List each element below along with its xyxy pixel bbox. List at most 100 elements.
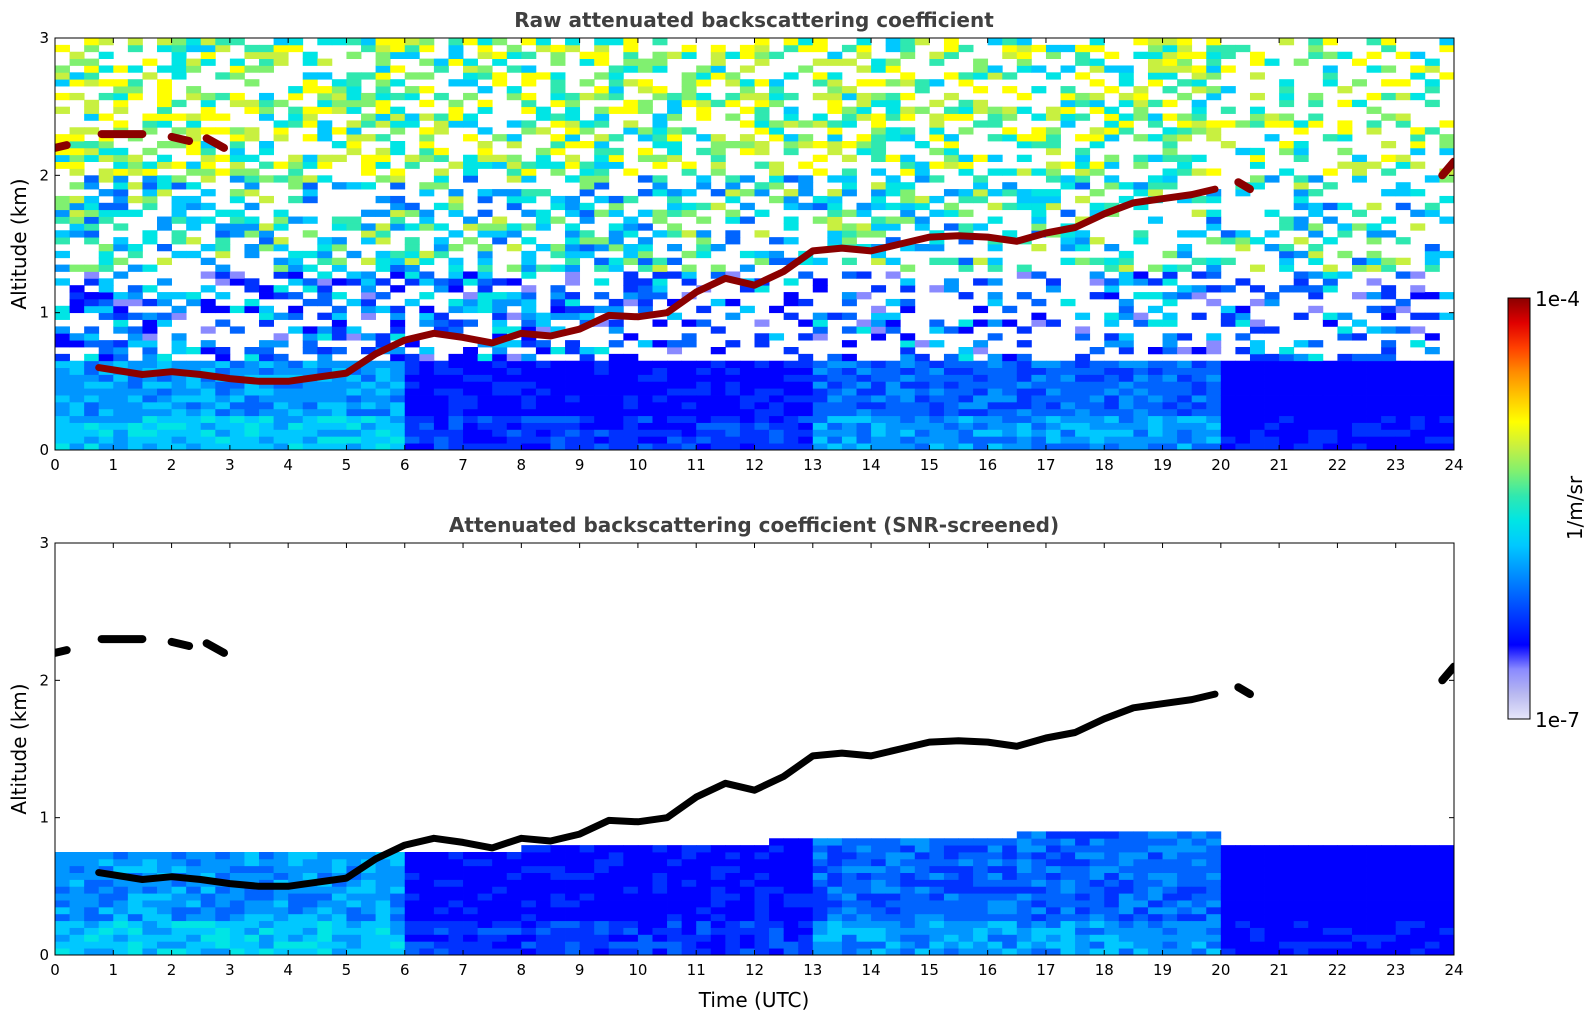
backscatter-cell: [157, 395, 172, 403]
backscatter-cell: [98, 168, 114, 176]
backscatter-cell: [594, 941, 610, 949]
backscatter-cell: [1177, 395, 1193, 403]
backscatter-cell: [623, 51, 639, 59]
backscatter-cell: [550, 948, 566, 955]
backscatter-cell: [433, 388, 449, 396]
backscatter-cell: [419, 872, 435, 880]
backscatter-cell: [302, 858, 318, 867]
backscatter-cell: [1089, 141, 1105, 149]
backscatter-cell: [798, 886, 814, 894]
backscatter-cell: [1220, 401, 1236, 410]
backscatter-cell: [98, 360, 114, 368]
backscatter-cell: [506, 865, 522, 873]
backscatter-cell: [623, 948, 639, 955]
backscatter-cell: [594, 264, 610, 272]
backscatter-cell: [244, 865, 260, 873]
backscatter-cell: [1177, 893, 1193, 901]
backscatter-cell: [710, 134, 726, 142]
backscatter-cell: [769, 237, 785, 245]
backscatter-cell: [1206, 44, 1222, 53]
backscatter-cell: [987, 65, 1003, 73]
backscatter-cell: [1162, 865, 1178, 873]
backscatter-cell: [1075, 436, 1091, 444]
backscatter-cell: [259, 388, 274, 396]
backscatter-cell: [754, 161, 770, 169]
backscatter-cell: [871, 388, 887, 396]
backscatter-cell: [783, 195, 799, 204]
backscatter-cell: [302, 72, 318, 80]
backscatter-cell: [492, 381, 508, 389]
backscatter-cell: [900, 264, 916, 272]
backscatter-cell: [55, 388, 70, 396]
backscatter-cell: [375, 381, 391, 389]
backscatter-cell: [331, 360, 347, 368]
backscatter-cell: [681, 209, 697, 217]
backscatter-cell: [1162, 858, 1178, 867]
backscatter-cell: [1337, 99, 1353, 108]
backscatter-cell: [1206, 209, 1222, 217]
backscatter-cell: [1162, 934, 1178, 942]
backscatter-cell: [1424, 99, 1440, 108]
backscatter-cell: [404, 271, 420, 279]
backscatter-cell: [1016, 879, 1032, 887]
backscatter-cell: [55, 886, 70, 894]
backscatter-cell: [1337, 408, 1353, 417]
backscatter-cell: [739, 381, 755, 389]
backscatter-cell: [113, 927, 129, 935]
backscatter-cell: [390, 38, 406, 46]
backscatter-cell: [1424, 436, 1440, 444]
backscatter-cell: [506, 429, 522, 437]
backscatter-cell: [1235, 927, 1251, 935]
backscatter-cell: [1045, 113, 1061, 121]
backscatter-cell: [1424, 58, 1440, 66]
backscatter-cell: [535, 312, 551, 320]
backscatter-cell: [259, 429, 274, 437]
backscatter-cell: [448, 44, 464, 53]
backscatter-cell: [783, 900, 799, 908]
backscatter-cell: [885, 58, 901, 66]
backscatter-cell: [637, 154, 653, 162]
backscatter-cell: [594, 195, 610, 204]
backscatter-cell: [477, 285, 493, 293]
backscatter-cell: [1439, 216, 1454, 224]
backscatter-cell: [477, 72, 493, 80]
backscatter-cell: [652, 65, 668, 73]
backscatter-cell: [1279, 353, 1295, 362]
backscatter-cell: [1249, 879, 1265, 887]
backscatter-cell: [754, 38, 770, 46]
backscatter-cell: [448, 278, 464, 286]
backscatter-cell: [419, 44, 435, 53]
backscatter-cell: [841, 906, 857, 915]
backscatter-cell: [1220, 65, 1236, 73]
backscatter-cell: [1089, 360, 1105, 368]
backscatter-cell: [1439, 38, 1454, 46]
backscatter-cell: [1031, 920, 1047, 928]
backscatter-cell: [783, 223, 799, 231]
backscatter-cell: [477, 99, 493, 108]
backscatter-cell: [433, 120, 449, 128]
backscatter-cell: [1191, 948, 1207, 955]
backscatter-cell: [1337, 271, 1353, 279]
backscatter-cell: [637, 865, 653, 873]
backscatter-cell: [113, 920, 129, 928]
backscatter-cell: [1147, 893, 1163, 901]
backscatter-cell: [1060, 237, 1076, 245]
backscatter-cell: [725, 436, 741, 444]
backscatter-cell: [623, 44, 639, 53]
backscatter-cell: [69, 388, 85, 396]
backscatter-cell: [535, 189, 551, 197]
backscatter-cell: [696, 415, 712, 423]
backscatter-cell: [463, 223, 479, 231]
backscatter-cell: [477, 106, 493, 114]
backscatter-cell: [1104, 106, 1120, 114]
backscatter-cell: [565, 134, 581, 142]
backscatter-cell: [710, 948, 726, 955]
backscatter-cell: [200, 168, 216, 176]
backscatter-cell: [841, 408, 857, 417]
backscatter-cell: [535, 913, 551, 922]
backscatter-cell: [55, 374, 70, 382]
backscatter-cell: [200, 872, 216, 880]
backscatter-cell: [1424, 333, 1440, 341]
backscatter-cell: [200, 395, 216, 403]
backscatter-cell: [754, 209, 770, 217]
